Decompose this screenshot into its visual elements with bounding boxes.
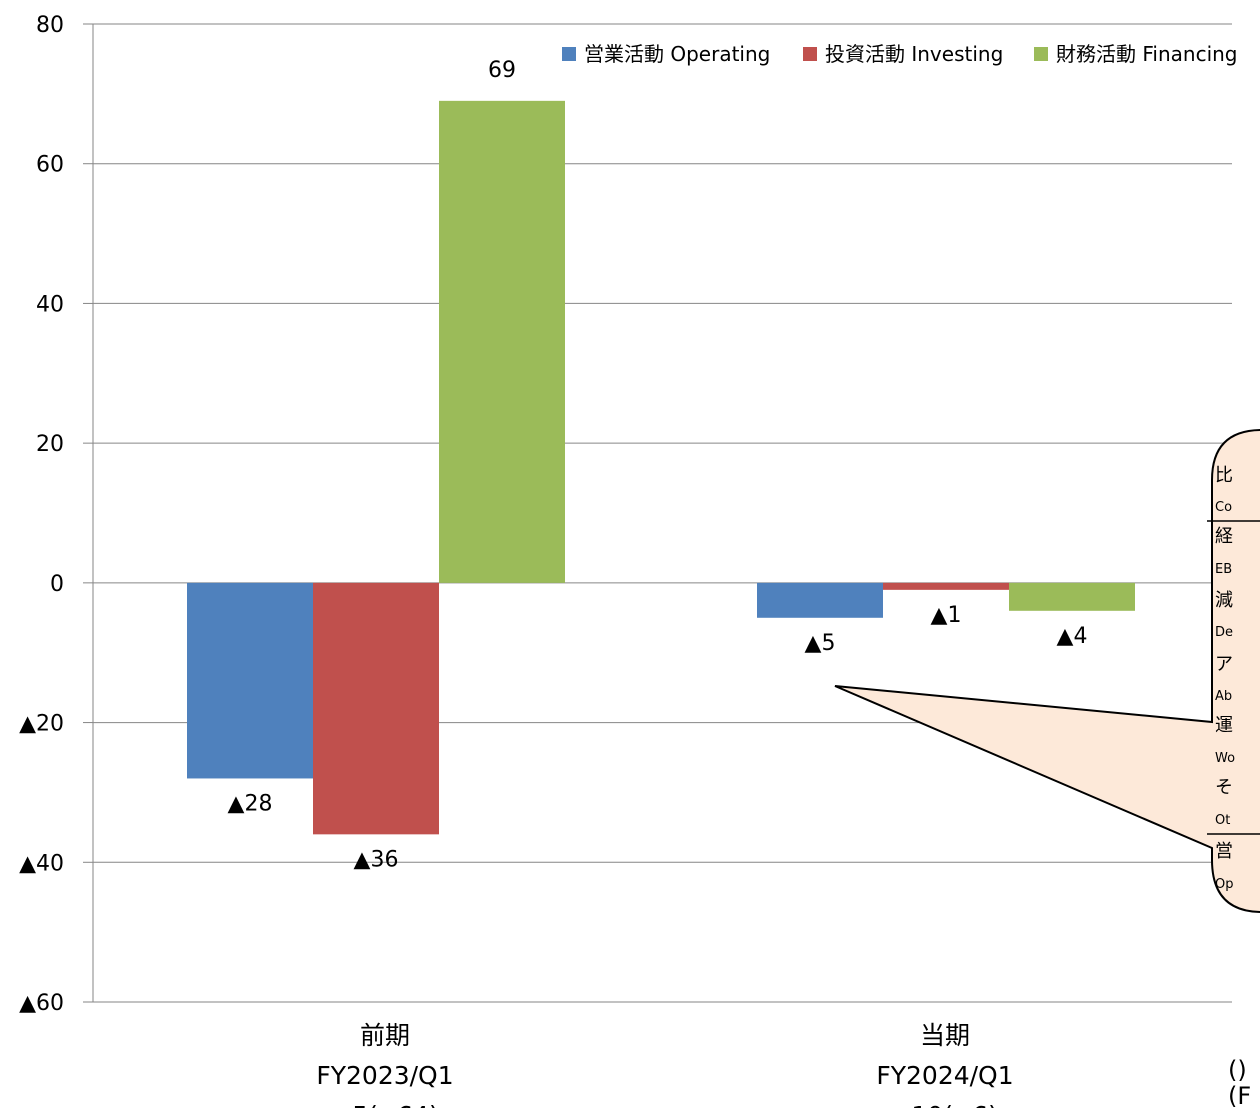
y-tick-label: ▲40 bbox=[19, 851, 64, 876]
category-label: ▲10(▲6) bbox=[892, 1101, 998, 1108]
category-label: 当期 bbox=[920, 1021, 970, 1050]
category-label: +5(▲64) bbox=[331, 1101, 438, 1108]
callout-row: EB bbox=[1215, 562, 1232, 577]
legend-label: 投資活動 Investing bbox=[825, 42, 1003, 66]
callout-row: 減 bbox=[1215, 590, 1233, 611]
bars bbox=[187, 100, 1135, 835]
bar-value-label: ▲1 bbox=[931, 603, 962, 628]
bar bbox=[439, 100, 565, 583]
callout-row: そ bbox=[1215, 777, 1233, 798]
y-tick-label: ▲60 bbox=[19, 991, 64, 1016]
callout-row: ア bbox=[1215, 654, 1233, 675]
y-tick-label: 80 bbox=[36, 13, 64, 38]
bar bbox=[187, 582, 313, 779]
callout-row: 比 bbox=[1215, 465, 1233, 486]
y-tick-label: 40 bbox=[36, 292, 64, 317]
callout-row: De bbox=[1215, 625, 1233, 640]
footnote-line: () bbox=[1228, 1056, 1247, 1084]
legend-swatch bbox=[1034, 47, 1048, 61]
footnote-line: (F bbox=[1228, 1082, 1251, 1108]
callout-row: Ot bbox=[1215, 813, 1230, 828]
bar-value-label: 69 bbox=[488, 58, 516, 83]
bar bbox=[757, 582, 883, 618]
legend-label: 営業活動 Operating bbox=[584, 42, 770, 66]
callout-bubble: 比 Co 経 EB 減 De ア Ab 運 Wo そ Ot 営 Op bbox=[834, 429, 1260, 913]
gridlines bbox=[83, 23, 1232, 1003]
legend-label: 財務活動 Financing bbox=[1056, 42, 1238, 66]
y-tick-label: 60 bbox=[36, 153, 64, 178]
y-tick-label: 0 bbox=[50, 572, 64, 597]
bar bbox=[313, 582, 439, 835]
callout-row: Co bbox=[1215, 500, 1232, 515]
callout-row: Wo bbox=[1215, 751, 1235, 766]
footnote: ()(F bbox=[1228, 1056, 1251, 1108]
category-labels: 前期 FY2023/Q1 +5(▲64) 当期 FY2024/Q1 ▲10(▲6) bbox=[316, 1021, 1013, 1108]
y-tick-label: 20 bbox=[36, 432, 64, 457]
callout-row: Ab bbox=[1215, 689, 1232, 704]
category-label: FY2023/Q1 bbox=[316, 1061, 453, 1090]
legend-swatch bbox=[803, 47, 817, 61]
bar-value-label: ▲28 bbox=[228, 791, 273, 816]
legend: 営業活動 Operating 投資活動 Investing 財務活動 Financi… bbox=[562, 42, 1238, 66]
callout-row: 運 bbox=[1215, 715, 1233, 736]
bar-value-label: ▲5 bbox=[805, 631, 836, 656]
bar-value-label: ▲4 bbox=[1057, 624, 1088, 649]
y-axis-ticks: 80 60 40 20 0 ▲20 ▲40 ▲60 bbox=[19, 13, 64, 1016]
y-tick-label: ▲20 bbox=[19, 712, 64, 737]
bar-value-labels: ▲28 ▲5 ▲36 ▲1 69 ▲4 bbox=[228, 58, 1088, 872]
category-label: FY2024/Q1 bbox=[876, 1061, 1013, 1090]
callout-row: 経 bbox=[1215, 526, 1233, 547]
category-label: 前期 bbox=[360, 1021, 410, 1050]
bar-value-label: ▲36 bbox=[354, 847, 399, 872]
bar bbox=[1009, 582, 1135, 611]
bar bbox=[883, 582, 1009, 590]
legend-swatch bbox=[562, 47, 576, 61]
callout-row: Op bbox=[1215, 877, 1233, 892]
callout-shape bbox=[834, 429, 1260, 913]
callout-row: 営 bbox=[1215, 841, 1233, 862]
